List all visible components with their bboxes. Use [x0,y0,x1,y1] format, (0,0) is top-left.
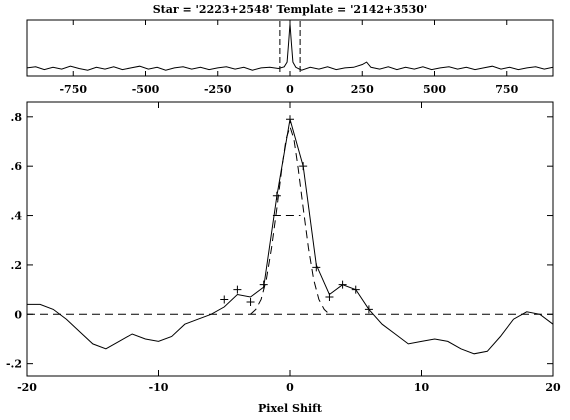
full-correlation-x-tick-label: -500 [132,83,160,96]
full-correlation-panel: -750 -500 -250 0 250 500 750 [26,19,554,96]
data-point-marker [338,280,347,289]
data-point-marker [233,285,242,294]
data-point-marker [312,263,321,272]
data-point-marker [220,295,229,304]
zoomed-peak-x-tick-label: 10 [414,381,430,394]
data-point-marker [299,162,308,171]
figure-title: Star = '2223+2548' Template = '2142+3530… [153,3,428,16]
zoomed-peak-x-tick-label: -10 [149,381,169,394]
full-correlation-series-line-0 [26,23,554,71]
data-point-marker [246,297,255,306]
data-point-marker [325,293,334,302]
full-correlation-x-tick-label: -750 [59,83,87,96]
data-point-marker [259,280,268,289]
zoomed-peak-y-tick-label: .6 [11,160,23,173]
zoomed-peak-y-tick-label: 0 [14,308,22,321]
zoomed-peak-dashed-line-2 [250,125,330,315]
zoomed-peak-series-line-0 [27,119,554,355]
full-correlation-x-tick-label: 250 [351,83,374,96]
full-correlation-x-tick-label: -250 [204,83,232,96]
zoomed-peak-x-tick-label: 0 [286,381,294,394]
zoomed-peak-frame [26,101,554,377]
zoomed-peak-panel: -20 -10 0 10 20 -.2 0 .2 .4 .6 .8 [6,101,561,394]
zoomed-peak-x-tick-label: -20 [17,381,37,394]
data-point-marker [272,191,281,200]
zoomed-peak-y-tick-label: .4 [11,210,23,223]
data-point-marker [351,285,360,294]
full-correlation-x-tick-label: 500 [423,83,446,96]
zoomed-peak-y-tick-label: -.2 [6,358,22,371]
x-axis-label: Pixel Shift [258,402,323,415]
data-point-marker [364,305,373,314]
zoomed-peak-y-tick-label: .2 [11,259,22,272]
zoomed-peak-x-tick-label: 20 [545,381,561,394]
full-correlation-x-tick-label: 0 [286,83,294,96]
full-correlation-x-tick-label: 750 [495,83,518,96]
data-point-marker [286,115,294,124]
zoomed-peak-y-tick-label: .8 [11,111,23,124]
